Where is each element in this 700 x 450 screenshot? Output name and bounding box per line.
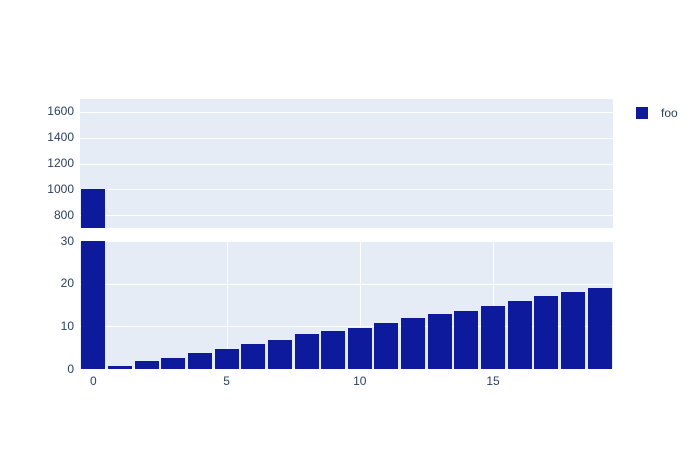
bar-x6[interactable]: [241, 343, 266, 369]
y-tick-label: 0: [67, 361, 74, 376]
bar-x5[interactable]: [214, 348, 239, 369]
bar-x9[interactable]: [321, 331, 346, 369]
y-tick-label: 800: [53, 207, 74, 222]
bar-x18[interactable]: [561, 291, 586, 369]
x-gridline: [493, 241, 495, 369]
bar-x4[interactable]: [187, 353, 212, 369]
y-gridline: [80, 283, 613, 285]
y-gridline: [80, 326, 613, 328]
bar-x7[interactable]: [267, 340, 292, 369]
bar-x8[interactable]: [294, 334, 319, 369]
top-subplot-plot-area[interactable]: [80, 99, 613, 228]
y-tick-label: 1600: [47, 104, 74, 119]
legend-label: foo: [661, 106, 678, 120]
y-tick-label: 10: [60, 318, 74, 333]
bar-x3[interactable]: [161, 357, 186, 369]
y-gridline: [80, 241, 613, 242]
x-gridline: [359, 241, 361, 369]
y-gridline: [80, 163, 613, 165]
legend-item-foo[interactable]: foo: [636, 106, 678, 120]
bar-x0[interactable]: [81, 189, 106, 228]
y-gridline: [80, 111, 613, 113]
bar-x10[interactable]: [347, 327, 372, 369]
bottom-subplot-plot-area[interactable]: [80, 241, 613, 369]
y-tick-label: 1000: [47, 181, 74, 196]
bar-x14[interactable]: [454, 310, 479, 369]
x-tick-label: 10: [353, 374, 367, 388]
y-gridline: [80, 368, 613, 369]
y-gridline: [80, 189, 613, 191]
x-gridline: [226, 241, 228, 369]
x-tick-label: 15: [486, 374, 500, 388]
legend-swatch: [636, 107, 648, 119]
y-tick-label: 30: [60, 233, 74, 248]
y-gridline: [80, 137, 613, 139]
bar-x1[interactable]: [107, 366, 132, 369]
y-tick-label: 1200: [47, 156, 74, 170]
bar-x15[interactable]: [481, 305, 506, 369]
y-gridline: [80, 215, 613, 217]
x-tick-label: 0: [89, 374, 97, 388]
bar-x2[interactable]: [134, 361, 159, 369]
bar-x13[interactable]: [427, 313, 452, 369]
bar-x0[interactable]: [81, 241, 106, 369]
bar-x16[interactable]: [507, 301, 532, 369]
y-tick-label: 20: [60, 276, 74, 291]
bar-x12[interactable]: [401, 318, 426, 369]
bar-x19[interactable]: [587, 287, 612, 369]
bar-x17[interactable]: [534, 296, 559, 369]
x-tick-label: 5: [223, 374, 230, 388]
y-tick-label: 1400: [47, 130, 74, 145]
bar-x11[interactable]: [374, 322, 399, 369]
